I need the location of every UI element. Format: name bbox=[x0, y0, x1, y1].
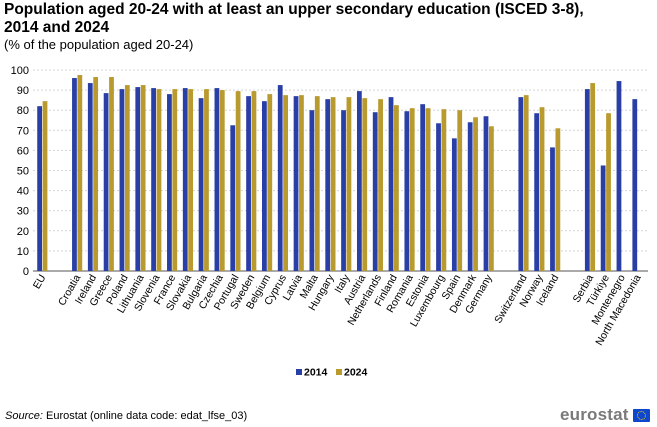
bar-2014 bbox=[135, 87, 141, 272]
bar-2014 bbox=[550, 147, 555, 271]
y-tick-label: 20 bbox=[17, 226, 29, 238]
bar-2014 bbox=[293, 96, 299, 271]
bar-2024 bbox=[219, 90, 225, 271]
bar-2024 bbox=[394, 105, 399, 271]
bar-2014 bbox=[87, 83, 93, 271]
bar-2014 bbox=[37, 106, 43, 272]
bar-2024 bbox=[346, 97, 352, 271]
source-label: Source: bbox=[5, 410, 43, 422]
legend-label: 2014 bbox=[304, 367, 328, 379]
legend-swatch bbox=[296, 369, 302, 375]
bar-2014 bbox=[277, 85, 283, 271]
bar-2024 bbox=[409, 108, 415, 271]
bar-2024 bbox=[425, 108, 431, 271]
bar-2014 bbox=[404, 111, 410, 271]
bar-2014 bbox=[103, 93, 109, 272]
bar-2014 bbox=[420, 104, 426, 271]
legend-swatch bbox=[336, 369, 342, 375]
page-title: Population aged 20-24 with at least an u… bbox=[4, 1, 584, 36]
y-tick-label: 70 bbox=[17, 125, 29, 137]
bar-2014 bbox=[230, 125, 236, 272]
bar-2014 bbox=[182, 88, 188, 271]
source-note: Source: Eurostat (online data code: edat… bbox=[5, 410, 247, 422]
y-tick-label: 30 bbox=[17, 206, 29, 218]
y-tick-label: 60 bbox=[17, 145, 29, 157]
bar-2024 bbox=[140, 85, 146, 271]
logo-text: eurostat bbox=[560, 405, 629, 424]
y-tick-label: 0 bbox=[23, 266, 29, 278]
y-tick-label: 80 bbox=[17, 105, 29, 117]
bar-2024 bbox=[109, 77, 114, 271]
bar-2024 bbox=[523, 95, 529, 271]
bar-2014 bbox=[518, 97, 524, 271]
y-tick-label: 10 bbox=[17, 246, 29, 258]
bar-2024 bbox=[77, 75, 83, 272]
bar-2014 bbox=[214, 88, 220, 271]
bar-2014 bbox=[584, 89, 590, 271]
x-tick-label: EU bbox=[31, 273, 49, 292]
legend-label: 2024 bbox=[344, 367, 368, 379]
y-tick-label: 40 bbox=[17, 186, 29, 198]
y-tick-label: 90 bbox=[17, 85, 29, 97]
bar-2024 bbox=[124, 85, 130, 271]
bar-2014 bbox=[119, 89, 125, 271]
bar-2024 bbox=[488, 126, 494, 271]
bar-2024 bbox=[188, 89, 194, 271]
y-axis-ticks: 0 10 20 30 40 50 60 70 80 90 100 bbox=[11, 65, 29, 278]
bar-2014 bbox=[616, 81, 622, 272]
bar-2014 bbox=[534, 113, 540, 271]
bar-2024 bbox=[93, 77, 99, 271]
bar-2024 bbox=[204, 89, 209, 271]
bar-2024 bbox=[235, 91, 241, 271]
eurostat-logo: eurostat bbox=[560, 405, 650, 425]
bar-2014 bbox=[341, 110, 346, 271]
bar-2024 bbox=[156, 89, 162, 271]
bar-2014 bbox=[151, 88, 156, 271]
y-tick-label: 50 bbox=[17, 166, 29, 178]
bar-2024 bbox=[473, 117, 478, 271]
bar-2014 bbox=[388, 97, 394, 271]
bar-2014 bbox=[483, 116, 489, 271]
bar-2024 bbox=[299, 95, 304, 271]
bar-2024 bbox=[172, 89, 178, 271]
bar-2014 bbox=[632, 99, 638, 272]
bar-2024 bbox=[555, 128, 561, 271]
bar-2014 bbox=[372, 112, 378, 272]
bars bbox=[37, 75, 638, 272]
bar-2024 bbox=[457, 110, 463, 271]
bar-2024 bbox=[378, 99, 383, 272]
bar-2014 bbox=[72, 78, 77, 271]
bar-2024 bbox=[330, 97, 336, 271]
bar-2024 bbox=[606, 113, 611, 271]
bar-2014 bbox=[246, 96, 251, 271]
bar-2024 bbox=[362, 98, 368, 271]
bar-2014 bbox=[198, 98, 204, 271]
bar-2024 bbox=[314, 96, 320, 271]
bar-2014 bbox=[309, 110, 315, 271]
bar-2014 bbox=[167, 94, 172, 272]
x-axis-ticks: EU CroatiaIrelandGreecePolandLithuaniaSlo… bbox=[31, 272, 644, 348]
eu-flag-icon bbox=[632, 408, 650, 422]
source-text: Eurostat (online data code: edat_lfse_03… bbox=[45, 410, 248, 422]
bar-2024 bbox=[441, 109, 447, 271]
legend: 2014 2024 bbox=[296, 367, 368, 379]
bar-2014 bbox=[467, 122, 473, 271]
page-subtitle: (% of the population aged 20-24) bbox=[4, 37, 194, 52]
bar-2014 bbox=[451, 138, 457, 271]
bar-2024 bbox=[267, 94, 273, 272]
bar-2024 bbox=[251, 91, 257, 271]
bar-2014 bbox=[600, 165, 606, 271]
bar-2014 bbox=[356, 91, 362, 271]
bar-2024 bbox=[283, 95, 288, 271]
y-tick-label: 100 bbox=[11, 65, 29, 77]
bar-2024 bbox=[590, 83, 596, 271]
bar-2014 bbox=[436, 123, 441, 271]
bar-2014 bbox=[262, 101, 267, 271]
bar-2014 bbox=[325, 99, 331, 272]
bar-2024 bbox=[42, 101, 48, 271]
bar-2024 bbox=[539, 107, 545, 271]
